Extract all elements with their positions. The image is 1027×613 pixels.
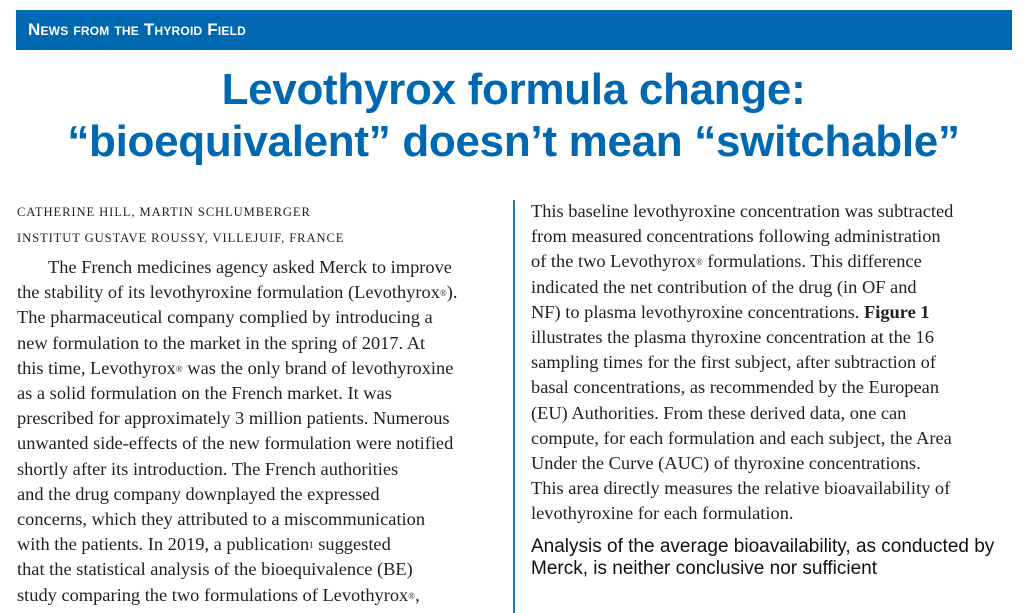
- text-line: and the drug company downplayed the expr…: [17, 483, 380, 504]
- text-line: new formulation to the market in the spr…: [17, 332, 426, 353]
- text-line: sampling times for the first subject, af…: [531, 352, 936, 373]
- text-line: levothyroxine for each formulation.: [531, 503, 794, 524]
- text-line: study comparing the two formulations of …: [17, 584, 420, 605]
- text-line: from measured concentrations following a…: [531, 226, 941, 247]
- authors: Catherine Hill, Martin Schlumberger: [17, 205, 311, 219]
- text-line: unwanted side-effects of the new formula…: [17, 433, 454, 454]
- text-line: of the two Levothyrox® formulations. Thi…: [531, 251, 922, 272]
- text-line: with the patients. In 2019, a publicatio…: [17, 534, 391, 555]
- text-line: this time, Levothyrox® was the only bran…: [17, 357, 454, 378]
- text-line: The pharmaceutical company complied by i…: [17, 307, 433, 328]
- section-banner-label: News from the Thyroid Field: [28, 20, 247, 39]
- column-divider: [513, 200, 515, 613]
- method-paragraph: This baseline levothyroxine concentratio…: [531, 199, 1011, 527]
- text-line: indicated the net contribution of the dr…: [531, 276, 917, 297]
- reference-marker: 1: [309, 540, 314, 551]
- text-line: compute, for each formulation and each s…: [531, 427, 952, 448]
- text-line: the stability of its levothyroxine formu…: [17, 282, 458, 303]
- text-line: This area directly measures the relative…: [531, 478, 951, 499]
- text-line: basal concentrations, as recommended by …: [531, 377, 940, 398]
- figure-reference: Figure 1: [864, 301, 930, 322]
- intro-paragraph: The French medicines agency asked Merck …: [17, 255, 499, 608]
- text-line: concerns, which they attributed to a mis…: [17, 509, 426, 530]
- text-line: shortly after its introduction. The Fren…: [17, 458, 399, 479]
- text-line: NF) to plasma levothyroxine concentratio…: [531, 301, 930, 322]
- section-subheading: Analysis of the average bioavailability,…: [531, 535, 995, 579]
- section-banner: News from the Thyroid Field: [16, 10, 1012, 50]
- text-line: illustrates the plasma thyroxine concent…: [531, 327, 934, 348]
- right-column: This baseline levothyroxine concentratio…: [531, 199, 1011, 580]
- text-line: (EU) Authorities. From these derived dat…: [531, 402, 907, 423]
- text-line: as a solid formulation on the French mar…: [17, 383, 392, 404]
- article-title: Levothyrox formula change: “bioequivalen…: [0, 64, 1027, 168]
- left-column: Catherine Hill, Martin Schlumberger Inst…: [17, 199, 499, 608]
- text-line: that the statistical analysis of the bio…: [17, 559, 413, 580]
- text-line: prescribed for approximately 3 million p…: [17, 408, 450, 429]
- text-line: Under the Curve (AUC) of thyroxine conce…: [531, 453, 921, 474]
- article-title-line-1: Levothyrox formula change:: [221, 65, 806, 114]
- text-line: The French medicines agency asked Merck …: [48, 257, 452, 277]
- affiliation: Institut Gustave Roussy, Villejuif, Fran…: [17, 231, 345, 245]
- text-line: This baseline levothyroxine concentratio…: [531, 201, 954, 221]
- article-title-line-2: “bioequivalent” doesn’t mean “switchable…: [67, 117, 960, 166]
